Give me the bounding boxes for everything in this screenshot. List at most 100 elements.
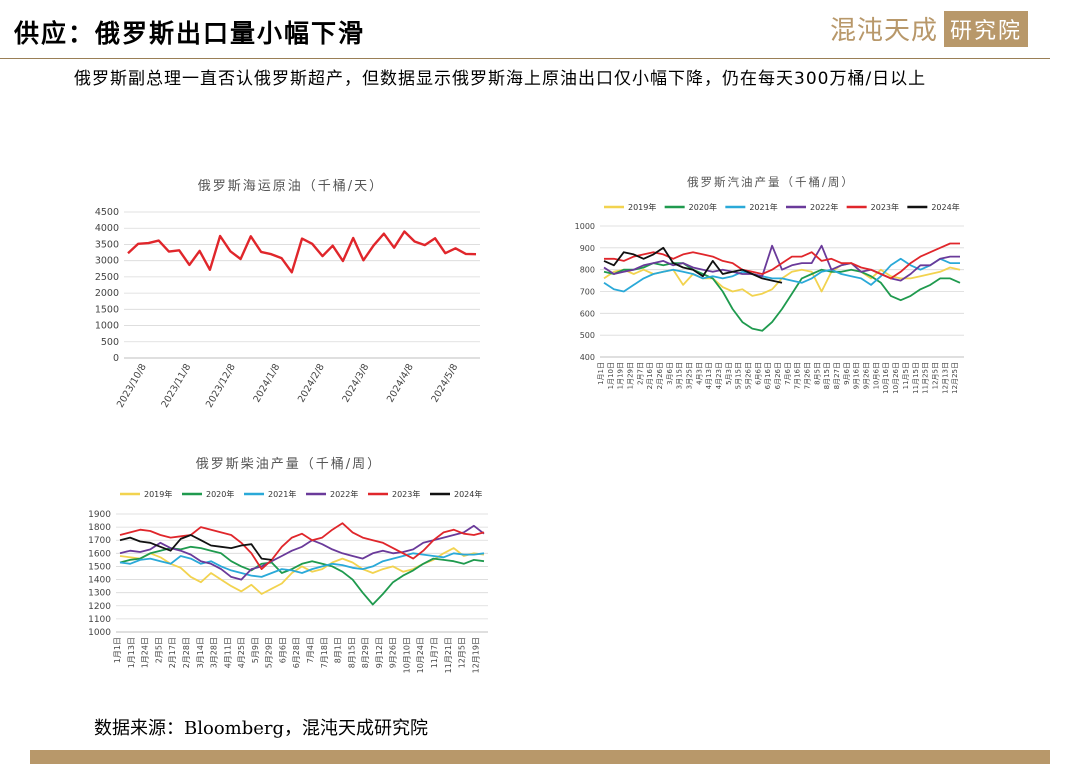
y-tick-label: 700 [580,288,595,297]
x-tick-label: 1月10日 [607,362,615,389]
series-line [603,244,960,282]
x-tick-label: 2024/1/8 [251,362,282,404]
x-tick-label: 11月21日 [444,637,453,673]
x-tick-label: 12月19日 [471,637,480,673]
x-tick-label: 9月26日 [863,362,871,389]
x-tick-label: 8月15日 [823,362,831,389]
brand-logo: 混沌天成 研究院 [830,10,1028,47]
series-line [119,522,485,570]
y-tick-label: 900 [580,244,595,253]
y-tick-label: 1500 [95,304,119,315]
y-tick-label: 1400 [88,576,111,586]
x-tick-label: 2024/4/8 [385,362,416,404]
x-tick-label: 6月26日 [774,362,782,389]
x-tick-label: 9月16日 [853,362,861,389]
y-tick-label: 1800 [88,523,111,533]
x-tick-label: 5月29日 [265,637,274,668]
chart-seaborne-crude: 俄罗斯海运原油（千桶/天） 0 500 1000 1500 2000 2500 3000 350… [95,179,480,410]
y-tick-label: 1100 [88,615,111,625]
legend-label: 2020年 [689,202,717,212]
y-tick-label: 400 [580,353,595,362]
x-tick-label: 12月5日 [931,362,939,389]
y-tick-label: 3000 [95,256,119,267]
series-line [603,257,960,293]
legend-label: 2021年 [749,202,777,212]
x-tick-label: 2月17日 [168,637,177,668]
x-tick-label: 1月1日 [597,362,605,385]
chart-title: 俄罗斯汽油产量（千桶/周） [687,175,855,189]
x-tick-label: 1月24日 [141,637,150,668]
series-line [119,545,485,606]
x-tick-label: 2月16日 [646,362,654,389]
page-title: 供应：俄罗斯出口量小幅下滑 [14,19,366,48]
series-line [603,246,783,284]
x-tick-label: 10月26日 [892,362,900,394]
x-tick-label: 6月6日 [278,637,287,663]
x-tick-label: 5月15日 [735,362,743,389]
x-tick-label: 1月19日 [617,362,625,389]
y-tick-label: 4500 [95,207,119,218]
chart-title: 俄罗斯海运原油（千桶/天） [198,179,384,194]
footer-bar [30,750,1050,764]
x-tick-label: 3月25日 [685,362,693,389]
x-tick-label: 11月25日 [922,362,930,394]
y-tick-label: 4000 [95,223,119,234]
x-tick-label: 3月6日 [666,362,674,385]
y-tick-label: 1600 [88,549,111,559]
x-tick-label: 2024/5/8 [429,362,460,404]
x-tick-label: 3月28日 [210,637,219,668]
x-tick-label: 8月5日 [813,362,821,385]
y-tick-label: 800 [580,266,595,275]
x-tick-label: 5月3日 [725,362,733,385]
y-tick-label: 1000 [95,321,119,332]
y-tick-label: 1200 [88,602,111,612]
chart-title: 俄罗斯柴油产量（千桶/周） [196,457,382,472]
legend-label: 2023年 [392,489,420,499]
x-tick-label: 4月25日 [237,637,246,668]
x-tick-label: 9月6日 [843,362,851,385]
x-tick-label: 4月3日 [695,362,703,385]
x-tick-label: 2024/2/8 [296,362,327,404]
y-tick-label: 1500 [88,562,111,572]
logo-box-text: 研究院 [943,10,1028,47]
legend-label: 2022年 [330,489,358,499]
x-tick-label: 10月16日 [882,362,890,394]
legend-label: 2020年 [206,489,234,499]
legend-label: 2023年 [871,202,899,212]
y-tick-label: 3500 [95,239,119,250]
x-tick-label: 2月28日 [182,637,191,668]
x-tick-label: 8月29日 [361,637,370,668]
chart-gasoline-production: 俄罗斯汽油产量（千桶/周） 2019年 2020年 2021年 2022年 2023年 20… [575,175,964,394]
x-tick-label: 12月25日 [951,362,959,394]
legend-label: 2019年 [144,489,172,499]
series-line [603,262,961,332]
series-line [127,230,477,274]
x-tick-label: 9月12日 [375,637,384,668]
x-tick-label: 10月10日 [402,637,411,673]
x-tick-label: 4月11日 [223,637,232,668]
y-tick-label: 1900 [88,510,111,520]
x-tick-label: 10月24日 [416,637,425,673]
header-divider [0,58,1050,59]
x-tick-label: 3月14日 [196,637,205,668]
x-tick-label: 11月15日 [912,362,920,394]
series-line [119,534,272,561]
x-tick-label: 2月7日 [636,362,644,385]
series-line [119,552,485,578]
x-tick-label: 8月1日 [334,637,343,663]
x-tick-label: 1月29日 [626,362,634,389]
legend-label: 2019年 [628,202,656,212]
x-tick-label: 5月26日 [745,362,753,389]
y-tick-label: 2500 [95,272,119,283]
y-tick-label: 1700 [88,536,111,546]
x-tick-label: 11月5日 [902,362,910,389]
x-tick-label: 2月26日 [656,362,664,389]
y-tick-label: 500 [101,337,119,348]
x-tick-label: 10月6日 [872,362,880,389]
x-tick-label: 12月13日 [941,362,949,394]
legend-label: 2021年 [268,489,296,499]
x-tick-label: 5月9日 [251,637,260,663]
x-tick-label: 7月26日 [804,362,812,389]
x-tick-label: 1月1日 [113,637,122,663]
y-tick-label: 500 [580,331,595,340]
